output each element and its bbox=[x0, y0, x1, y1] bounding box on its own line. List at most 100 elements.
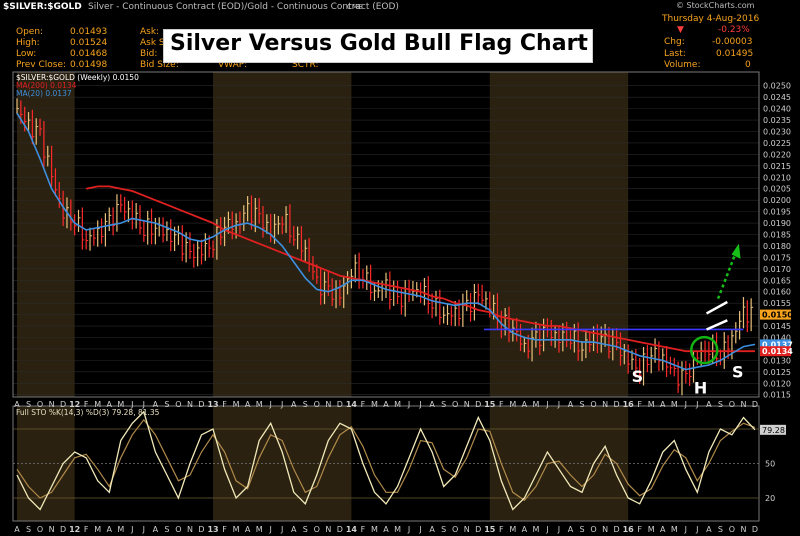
x-tick-label: A bbox=[14, 400, 20, 409]
x-tick-label-bottom: A bbox=[153, 525, 159, 534]
x-tick-label-bottom: A bbox=[107, 525, 113, 534]
x-tick-label-bottom: O bbox=[590, 525, 596, 534]
x-tick-label-bottom: 16 bbox=[623, 525, 635, 534]
x-tick-label-bottom: F bbox=[637, 525, 642, 534]
x-tick-label-bottom: O bbox=[729, 525, 735, 534]
x-tick-label: A bbox=[429, 400, 435, 409]
price-tag-text: 0.0134 bbox=[762, 347, 793, 356]
x-tick-label: D bbox=[475, 400, 481, 409]
stochastic-panel: 50 20 79.28 Full STO %K(14,3) %D(3) 79.28, … bbox=[13, 408, 786, 511]
x-tick-label-bottom: 12 bbox=[69, 525, 80, 534]
y-tick-label: 0.0175 bbox=[763, 253, 791, 262]
y-tick-label: 0.0140 bbox=[763, 333, 791, 342]
stoch-y-tick: 50 bbox=[765, 460, 775, 469]
symbol-description: Silver - Continuous Contract (EOD)/Gold … bbox=[88, 2, 399, 12]
x-tick-label-bottom: D bbox=[475, 525, 481, 534]
y-tick-label: 0.0125 bbox=[763, 368, 791, 377]
x-tick-label-bottom: M bbox=[509, 525, 516, 534]
y-tick-label: 0.0205 bbox=[763, 185, 791, 194]
y-tick-label: 0.0165 bbox=[763, 276, 791, 285]
x-tick-label-bottom: J bbox=[557, 525, 560, 534]
y-tick-label: 0.0190 bbox=[763, 219, 791, 228]
x-tick-label-bottom: F bbox=[361, 525, 366, 534]
ask-size-label: Ask S bbox=[140, 38, 165, 48]
breakout-circle bbox=[690, 335, 719, 365]
x-tick-label: F bbox=[84, 400, 89, 409]
year-bands bbox=[17, 72, 629, 521]
price-tag bbox=[760, 339, 791, 350]
x-tick-label: 14 bbox=[346, 400, 358, 409]
x-tick-label-bottom: 14 bbox=[346, 525, 358, 534]
x-tick-label-bottom: A bbox=[245, 525, 251, 534]
price-gridlines bbox=[13, 85, 759, 396]
x-tick-label: M bbox=[117, 400, 124, 409]
x-tick-label: J bbox=[130, 400, 133, 409]
x-tick-label: A bbox=[245, 400, 251, 409]
y-tick-label: 0.0230 bbox=[763, 128, 791, 137]
bid-label: Bid: bbox=[140, 49, 158, 59]
x-tick-label: M bbox=[233, 400, 240, 409]
y-tick-label: 0.0115 bbox=[763, 391, 791, 400]
x-tick-label: M bbox=[671, 400, 678, 409]
moving-average-lines bbox=[16, 112, 756, 371]
x-tick-label: O bbox=[175, 400, 181, 409]
chg-value: -0.00003 bbox=[712, 37, 753, 47]
volume-value: 0 bbox=[745, 60, 751, 70]
x-tick-label: A bbox=[107, 400, 113, 409]
x-tick-label-bottom: A bbox=[14, 525, 20, 534]
bid-size-label: Bid Size: bbox=[140, 60, 179, 70]
x-tick-label: O bbox=[590, 400, 596, 409]
x-tick-label: N bbox=[464, 400, 470, 409]
stoch-value-text: 79.28 bbox=[762, 426, 785, 435]
x-tick-label: M bbox=[256, 400, 263, 409]
vwap-label: VWAP: bbox=[218, 60, 248, 70]
open-label: Open: bbox=[16, 27, 44, 37]
x-tick-label: J bbox=[545, 400, 548, 409]
x-tick-label: J bbox=[269, 400, 272, 409]
y-tick-label: 0.0245 bbox=[763, 93, 791, 102]
x-tick-label: M bbox=[648, 400, 655, 409]
x-tick-label: D bbox=[60, 400, 66, 409]
axes: 0.0250 0.0245 0.0240 0.0235 0.0230 0.0225 0.02… bbox=[14, 82, 793, 534]
x-tick-label-bottom: O bbox=[37, 525, 43, 534]
y-tick-label: 0.0235 bbox=[763, 116, 791, 125]
x-tick-label-bottom: M bbox=[117, 525, 124, 534]
x-tick-label: A bbox=[568, 400, 574, 409]
exchange-label: CME bbox=[347, 3, 363, 11]
x-tick-label-bottom: D bbox=[198, 525, 204, 534]
x-tick-label-bottom: F bbox=[499, 525, 504, 534]
x-tick-label: A bbox=[291, 400, 297, 409]
x-tick-label-bottom: A bbox=[706, 525, 712, 534]
x-tick-label-bottom: J bbox=[407, 525, 410, 534]
x-tick-label-bottom: S bbox=[164, 525, 169, 534]
x-tick-label-bottom: J bbox=[418, 525, 421, 534]
legend-entry: MA(200) 0.0134 bbox=[16, 81, 77, 90]
x-tick-label: D bbox=[752, 400, 758, 409]
x-tick-label-bottom: D bbox=[752, 525, 758, 534]
x-tick-label-bottom: M bbox=[648, 525, 655, 534]
x-tick-label: M bbox=[532, 400, 539, 409]
last-value: 0.01495 bbox=[716, 49, 754, 59]
x-tick-label: F bbox=[637, 400, 642, 409]
x-tick-label: S bbox=[26, 400, 31, 409]
x-tick-label: N bbox=[740, 400, 746, 409]
x-tick-label-bottom: A bbox=[291, 525, 297, 534]
y-tick-label: 0.0185 bbox=[763, 231, 791, 240]
price-tag-text: 0.0137 bbox=[762, 340, 793, 349]
x-tick-label: A bbox=[522, 400, 528, 409]
x-tick-label: M bbox=[94, 400, 101, 409]
x-tick-label-bottom: M bbox=[671, 525, 678, 534]
date-label: Thursday 4-Aug-2016 bbox=[662, 14, 760, 24]
chg-label: Chg: bbox=[664, 37, 685, 47]
x-tick-label-bottom: S bbox=[26, 525, 31, 534]
x-tick-label-bottom: N bbox=[49, 525, 55, 534]
x-tick-label: O bbox=[37, 400, 43, 409]
x-tick-label: D bbox=[614, 400, 620, 409]
x-tick-label-bottom: N bbox=[325, 525, 331, 534]
x-tick-label-bottom: M bbox=[532, 525, 539, 534]
y-tick-label: 0.0180 bbox=[763, 242, 791, 251]
stoch-y-tick: 20 bbox=[765, 494, 775, 503]
x-tick-label: A bbox=[706, 400, 712, 409]
change-percent: -0.23% bbox=[718, 25, 750, 35]
